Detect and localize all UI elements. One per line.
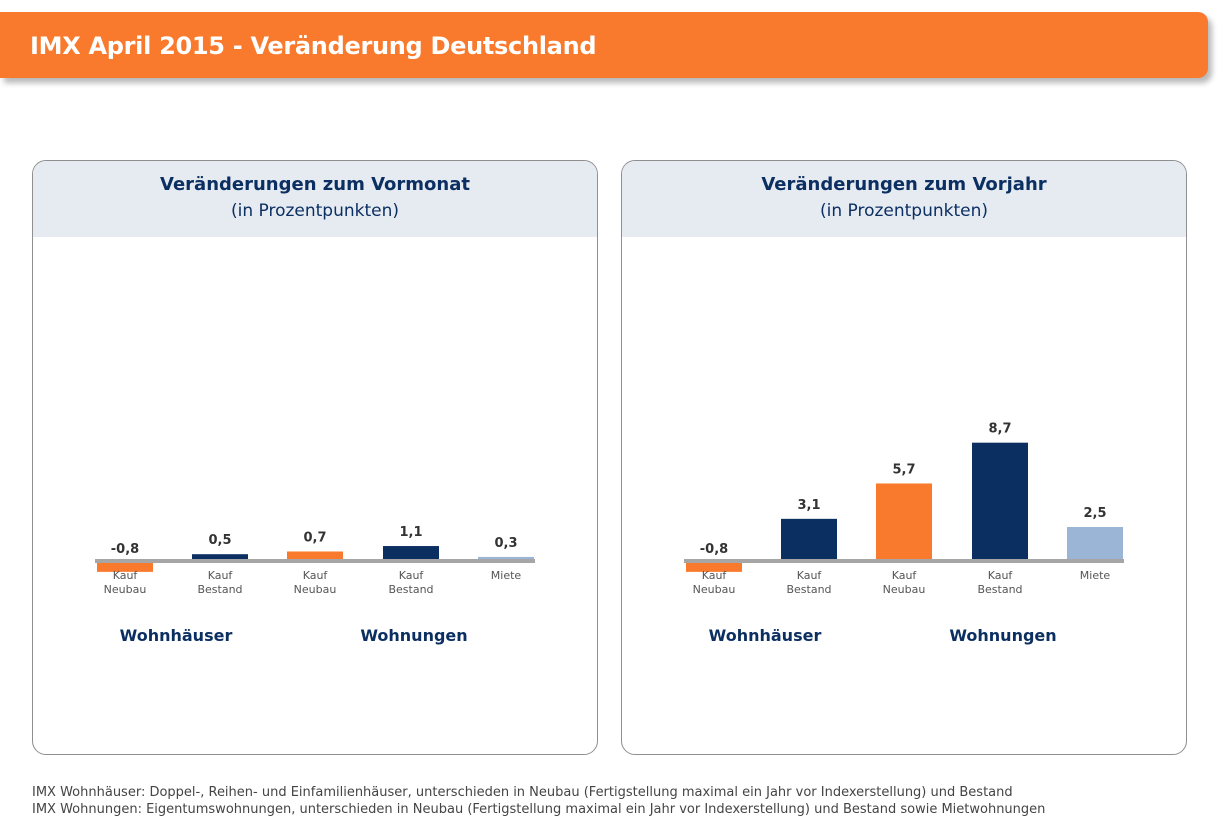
footnotes: IMX Wohnhäuser: Doppel-, Reihen- und Ein… [32, 784, 1045, 818]
page-title: IMX April 2015 - Veränderung Deutschland [30, 32, 597, 60]
category-label: Neubau [693, 583, 736, 596]
panel-title: Veränderungen zum Vormonat [160, 174, 470, 195]
category-label: Kauf [797, 569, 823, 582]
category-label: Neubau [104, 583, 147, 596]
bar [876, 483, 932, 561]
panel-header: Veränderungen zum Vorjahr (in Prozentpun… [622, 161, 1186, 237]
category-label: Bestand [388, 583, 433, 596]
bar [972, 442, 1028, 561]
data-label: -0,8 [111, 542, 139, 557]
title-banner: IMX April 2015 - Veränderung Deutschland [0, 12, 1208, 78]
footnote-wohnungen: IMX Wohnungen: Eigentumswohnungen, unter… [32, 802, 1046, 817]
category-label: Kauf [892, 569, 918, 582]
chart-panel-vormonat: Veränderungen zum Vormonat (in Prozentpu… [32, 160, 598, 755]
group-label: Wohnungen [949, 626, 1056, 645]
bar-chart-vormonat: -0,80,5 0,7 1,10,3KaufNeubauKaufBestandWoh… [95, 525, 535, 645]
category-label: Bestand [786, 583, 831, 596]
data-label: 1,1 [399, 525, 422, 540]
category-label: Kauf [988, 569, 1014, 582]
data-label: 3,1 [797, 498, 820, 513]
group-label: Wohnhäuser [120, 626, 233, 645]
category-label: Neubau [294, 583, 337, 596]
category-label: Bestand [977, 583, 1022, 596]
group-label: Wohnungen [360, 626, 467, 645]
data-label: 0,7 [303, 530, 326, 545]
data-label: 0,3 [494, 536, 517, 551]
category-label: Kauf [208, 569, 234, 582]
category-label: Neubau [883, 583, 926, 596]
bar [97, 561, 153, 572]
bar [383, 546, 439, 561]
category-label: Kauf [702, 569, 728, 582]
data-label: 2,5 [1083, 506, 1106, 521]
bar [781, 518, 837, 561]
bar [686, 561, 742, 572]
bar [1067, 527, 1123, 561]
category-label: Kauf [303, 569, 329, 582]
bar-chart-vorjahr: -0,83,15,78,72,5KaufNeubauKaufBestandWoh… [684, 422, 1124, 645]
category-label: Bestand [197, 583, 242, 596]
bar [192, 554, 248, 561]
bar [478, 556, 534, 561]
data-label: -0,8 [700, 542, 728, 557]
panel-title: Veränderungen zum Vorjahr [761, 174, 1047, 195]
category-label: Miete [1080, 569, 1111, 582]
category-label: Kauf [113, 569, 139, 582]
chart-panel-vorjahr: Veränderungen zum Vorjahr (in Prozentpun… [621, 160, 1187, 755]
data-label: 5,7 [892, 462, 915, 477]
panel-subtitle: (in Prozentpunkten) [230, 201, 400, 221]
category-label: Kauf [399, 569, 425, 582]
data-label: 8,7 [988, 422, 1011, 437]
bar [287, 551, 343, 561]
panel-subtitle: (in Prozentpunkten) [819, 201, 989, 221]
footnote-wohnhaeuser: IMX Wohnhäuser: Doppel-, Reihen- und Ein… [32, 785, 1013, 800]
category-label: Miete [491, 569, 522, 582]
data-label: 0,5 [208, 533, 231, 548]
group-label: Wohnhäuser [709, 626, 822, 645]
panel-header: Veränderungen zum Vormonat (in Prozentpu… [33, 161, 597, 237]
